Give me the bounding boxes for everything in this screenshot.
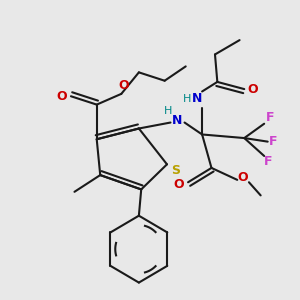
Text: N: N — [172, 114, 183, 127]
Text: F: F — [263, 155, 272, 168]
Text: O: O — [173, 178, 184, 191]
Text: S: S — [171, 164, 180, 177]
Text: H: H — [164, 106, 172, 116]
Text: O: O — [118, 79, 129, 92]
Text: O: O — [247, 82, 258, 96]
Text: F: F — [269, 135, 278, 148]
Text: O: O — [56, 90, 67, 103]
Text: N: N — [192, 92, 203, 105]
Text: H: H — [183, 94, 191, 103]
Text: F: F — [266, 111, 274, 124]
Text: O: O — [238, 171, 248, 184]
